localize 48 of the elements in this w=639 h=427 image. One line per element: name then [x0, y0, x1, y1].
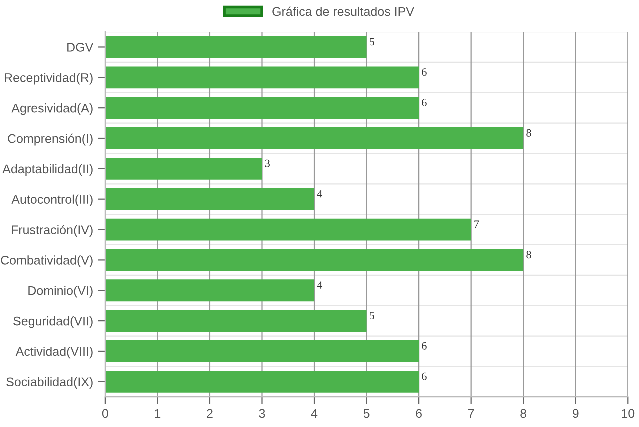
- x-tick-label: 3: [259, 409, 266, 418]
- legend-label: Gráfica de resultados IPV: [272, 6, 414, 16]
- x-tick-label: 5: [364, 409, 370, 418]
- bar: [105, 128, 524, 150]
- bar: [105, 188, 315, 210]
- data-label: 8: [526, 251, 532, 259]
- y-tick-label: Combatividad(V): [1, 256, 93, 268]
- bar: [105, 66, 420, 89]
- bar: [105, 36, 367, 58]
- data-label: 7: [474, 220, 480, 228]
- y-tick-label: Autocontrol(III): [12, 194, 93, 206]
- bar: [105, 370, 420, 393]
- x-tick-label: 2: [207, 409, 213, 418]
- y-tick-label: Frustración(IV): [12, 225, 93, 237]
- y-tick-label: Comprensión(I): [8, 134, 93, 146]
- y-tick-label: Sociabilidad(IX): [6, 377, 93, 390]
- x-tick-label: 1: [155, 409, 161, 418]
- data-label: 4: [317, 282, 323, 289]
- data-label: 5: [370, 312, 375, 320]
- x-tick-label: 6: [416, 409, 422, 418]
- data-label: 4: [317, 190, 323, 198]
- data-label: 6: [422, 372, 427, 380]
- data-label: 8: [526, 129, 532, 137]
- bar: [105, 97, 420, 120]
- y-tick-label: Adaptabilidad(II): [2, 164, 93, 176]
- bar: [105, 249, 524, 272]
- bar: [105, 340, 420, 362]
- y-tick-label: Agresividad(A): [12, 104, 93, 116]
- x-tick-label: 8: [520, 409, 527, 418]
- y-tick-label: Actividad(VIII): [16, 346, 93, 359]
- bar: [105, 158, 262, 180]
- bar: [105, 310, 367, 332]
- x-tick-label: 9: [572, 409, 579, 418]
- data-label: 6: [422, 342, 427, 350]
- y-tick-label: Seguridad(VII): [14, 316, 93, 328]
- x-tick-label: 7: [468, 409, 474, 418]
- data-label: 5: [370, 38, 375, 46]
- y-tick-label: Receptividad(R): [5, 73, 93, 85]
- bar: [105, 280, 315, 302]
- bar: [105, 218, 472, 241]
- y-tick-label: Dominio(VI): [28, 286, 93, 298]
- x-tick-label: 0: [102, 409, 108, 418]
- data-label: 6: [422, 99, 427, 106]
- y-tick-label: DGV: [68, 43, 94, 52]
- data-label: 3: [265, 160, 270, 168]
- x-tick-label: 10: [622, 409, 635, 418]
- data-label: 6: [422, 68, 427, 76]
- x-tick-label: 4: [311, 409, 318, 418]
